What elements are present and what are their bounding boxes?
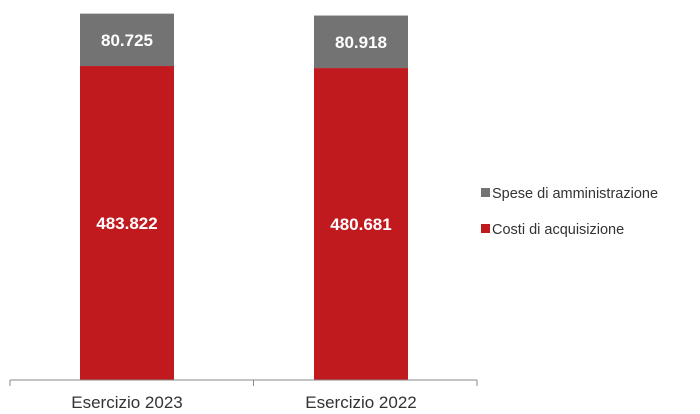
x-tick-label-esercizio-2023: Esercizio 2023 [71, 393, 183, 412]
data-label-costi-di-acquisizione-esercizio-2022: 480.681 [330, 215, 391, 234]
bars-layer [80, 13, 408, 381]
data-label-spese-di-amministrazione-esercizio-2023: 80.725 [101, 31, 153, 50]
legend-label-spese-di-amministrazione: Spese di amministrazione [492, 186, 658, 202]
legend-swatch-spese-di-amministrazione [481, 188, 490, 197]
bar-spese-di-amministrazione-esercizio-2022 [314, 15, 408, 69]
data-labels-layer: 483.822 80.725 480.681 80.918 [96, 31, 391, 234]
legend-label-costi-di-acquisizione: Costi di acquisizione [492, 222, 624, 238]
data-label-spese-di-amministrazione-esercizio-2022: 80.918 [335, 33, 387, 52]
bar-costi-di-acquisizione-esercizio-2022 [314, 68, 408, 380]
x-tick-label-esercizio-2022: Esercizio 2022 [305, 393, 417, 412]
bar-spese-di-amministrazione-esercizio-2023 [80, 13, 174, 67]
legend: Spese di amministrazione Costi di acquisi… [481, 186, 658, 238]
x-axis: Esercizio 2023 Esercizio 2022 [9, 379, 478, 412]
legend-swatch-costi-di-acquisizione [481, 224, 490, 233]
bar-costi-di-acquisizione-esercizio-2023 [80, 66, 174, 381]
data-label-costi-di-acquisizione-esercizio-2023: 483.822 [96, 214, 157, 233]
